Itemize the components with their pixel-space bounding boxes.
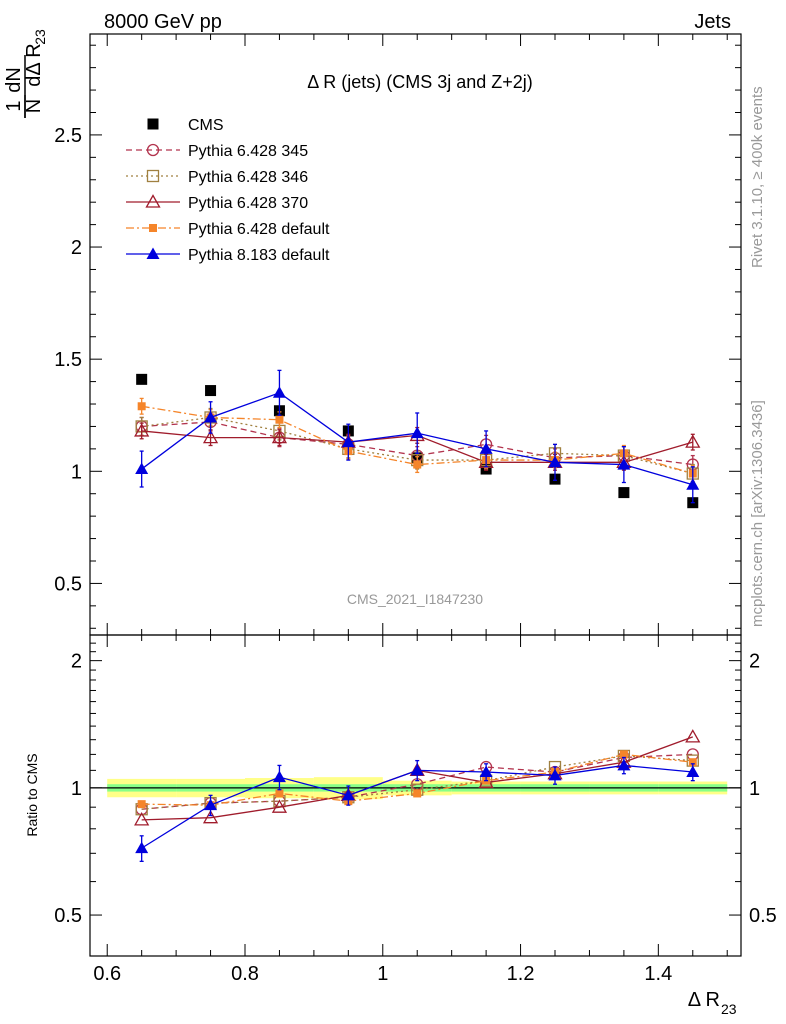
- legend-marker-p8def: [146, 247, 160, 259]
- ratio-ytick-label-right: 1: [749, 778, 760, 800]
- main-series-p8def: [135, 369, 700, 504]
- chart-title: Δ R (jets) (CMS 3j and Z+2j): [307, 72, 533, 92]
- main-point-p6def: [275, 415, 284, 424]
- ylabel-dn: dN: [3, 67, 25, 93]
- main-point-cms: [618, 487, 630, 499]
- ratio-point-p8def: [686, 765, 700, 778]
- ratio-point-p8def: [410, 763, 424, 776]
- ratio-point-p8def: [548, 768, 562, 781]
- main-point-p8def: [686, 478, 700, 490]
- ratio-ytick-label-right: 2: [749, 651, 760, 673]
- ratio-panel: 0.5 0.5 1 1 2 2 0.6 0.8 1 1.2 1.4: [54, 634, 777, 985]
- x-axis-label: Δ R 23: [688, 989, 737, 1017]
- ylabel-sub: 23: [32, 29, 48, 45]
- main-panel: 0.5 1 1.5 2 2.5: [54, 33, 742, 636]
- legend-entry-p346: Pythia 6.428 346: [126, 169, 308, 186]
- main-line-p345: [141, 421, 693, 466]
- legend-label-p6def: Pythia 6.428 default: [188, 221, 330, 238]
- xlabel-sub: 23: [721, 1001, 737, 1017]
- main-ytick-label: 2: [71, 237, 82, 259]
- header-right-label: Jets: [694, 11, 731, 33]
- ratio-frame: [89, 634, 742, 957]
- ratio-point-p8def: [272, 770, 286, 783]
- legend-entry-cms: CMS: [147, 117, 224, 134]
- ratio-line-p345: [141, 753, 693, 810]
- legend-label-p346: Pythia 6.428 346: [188, 169, 308, 186]
- main-ytick-label: 2.5: [54, 125, 82, 147]
- legend-entry-p345: Pythia 6.428 345: [126, 143, 308, 160]
- ratio-point-p6def: [688, 758, 697, 767]
- legend-label-cms: CMS: [188, 117, 224, 134]
- x-tick-label: 0.8: [231, 963, 259, 985]
- main-point-p8def: [617, 458, 631, 470]
- ratio-point-p8def: [204, 798, 218, 811]
- main-point-p6def: [413, 460, 422, 469]
- legend-marker-cms: [147, 118, 159, 130]
- ratio-point-p8def: [479, 765, 493, 778]
- main-point-p8def: [341, 435, 355, 448]
- ratio-ytick-label: 1: [71, 778, 82, 800]
- ratio-ytick-label: 2: [71, 651, 82, 673]
- legend-entry-p6def: Pythia 6.428 default: [126, 221, 330, 238]
- main-point-cms: [136, 373, 148, 385]
- main-point-p8def: [204, 410, 218, 423]
- main-point-p370: [685, 434, 701, 448]
- ratio-point-p8def: [135, 841, 149, 854]
- legend-entry-p8def: Pythia 8.183 default: [126, 247, 330, 264]
- mcplots-label: mcplots.cern.ch [arXiv:1306.3436]: [749, 400, 766, 627]
- ratio-point-p6def: [413, 789, 422, 798]
- x-tick-label: 1: [377, 963, 388, 985]
- main-point-p370: [271, 429, 288, 444]
- ratio-point-p370: [685, 729, 701, 743]
- main-y-axis-label: 1 N dN dΔ R 23: [3, 29, 48, 118]
- main-point-p8def: [479, 442, 493, 454]
- legend-marker-p346: [146, 169, 160, 183]
- legend-entry-p370: Pythia 6.428 370: [126, 194, 308, 212]
- legend-marker-p345: [146, 143, 160, 157]
- main-point-p370: [134, 423, 150, 437]
- main-ytick-label: 1: [71, 461, 82, 483]
- x-tick-label: 1.4: [644, 963, 672, 985]
- main-point-p8def: [548, 455, 562, 468]
- x-tick-label: 1.2: [507, 963, 535, 985]
- header-left-label: 8000 GeV pp: [104, 11, 222, 33]
- ratio-point-p370: [202, 809, 219, 824]
- x-tick-label: 0.6: [93, 963, 121, 985]
- ratio-ytick-label: 0.5: [54, 905, 82, 927]
- rivet-version-label: Rivet 3.1.10, ≥ 400k events: [749, 86, 766, 268]
- ratio-point-p8def: [617, 758, 631, 771]
- ratio-point-p6def: [137, 800, 146, 809]
- ratio-point-p8def: [341, 788, 355, 801]
- ratio-point-p370: [271, 799, 288, 813]
- legend-marker-p370: [145, 194, 161, 208]
- ratio-y-axis-label: Ratio to CMS: [24, 753, 40, 836]
- main-point-p8def: [135, 462, 149, 475]
- ylabel-frac-num: 1: [3, 100, 25, 111]
- ylabel-frac-den: N: [23, 99, 45, 113]
- main-ytick-label: 1.5: [54, 349, 82, 371]
- ratio-series-p8def: [135, 756, 700, 862]
- main-point-p8def: [272, 386, 286, 398]
- main-point-p370: [202, 429, 219, 444]
- ratio-point-p370: [134, 812, 150, 826]
- main-point-p6def: [137, 402, 146, 411]
- main-ytick-label: 0.5: [54, 573, 82, 595]
- legend-label-p8def: Pythia 8.183 default: [188, 247, 330, 264]
- ratio-ytick-label-right: 0.5: [749, 905, 777, 927]
- ratio-point-p6def: [275, 789, 284, 798]
- main-point-cms: [205, 385, 217, 397]
- xlabel-main: Δ R: [688, 989, 720, 1011]
- legend-label-p370: Pythia 6.428 370: [188, 195, 308, 212]
- chart-title-text: Δ R (jets) (CMS 3j and Z+2j): [307, 72, 533, 92]
- legend-label-p345: Pythia 6.428 345: [188, 143, 308, 160]
- main-point-p8def: [410, 426, 424, 439]
- ylabel-ddr: dΔ R: [23, 43, 45, 86]
- legend-marker-p6def: [149, 224, 157, 232]
- analysis-watermark: CMS_2021_I1847230: [347, 591, 483, 607]
- ratio-point-p6def: [619, 750, 628, 759]
- legend: CMS Pythia 6.428 345 Pythia 6.428 346 Pythi…: [126, 117, 330, 264]
